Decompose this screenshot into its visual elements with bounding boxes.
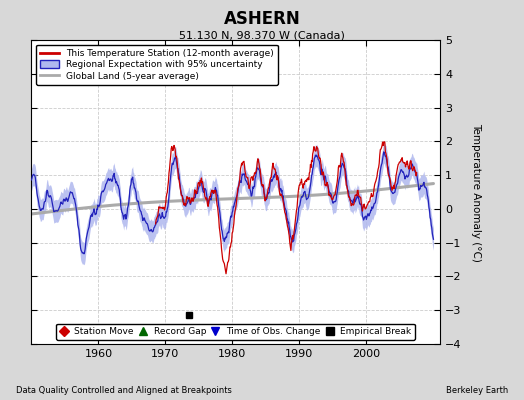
Y-axis label: Temperature Anomaly (°C): Temperature Anomaly (°C): [471, 122, 481, 262]
Legend: Station Move, Record Gap, Time of Obs. Change, Empirical Break: Station Move, Record Gap, Time of Obs. C…: [57, 324, 415, 340]
Text: Data Quality Controlled and Aligned at Breakpoints: Data Quality Controlled and Aligned at B…: [16, 386, 232, 395]
Text: Berkeley Earth: Berkeley Earth: [446, 386, 508, 395]
Text: ASHERN: ASHERN: [224, 10, 300, 28]
Text: 51.130 N, 98.370 W (Canada): 51.130 N, 98.370 W (Canada): [179, 30, 345, 40]
